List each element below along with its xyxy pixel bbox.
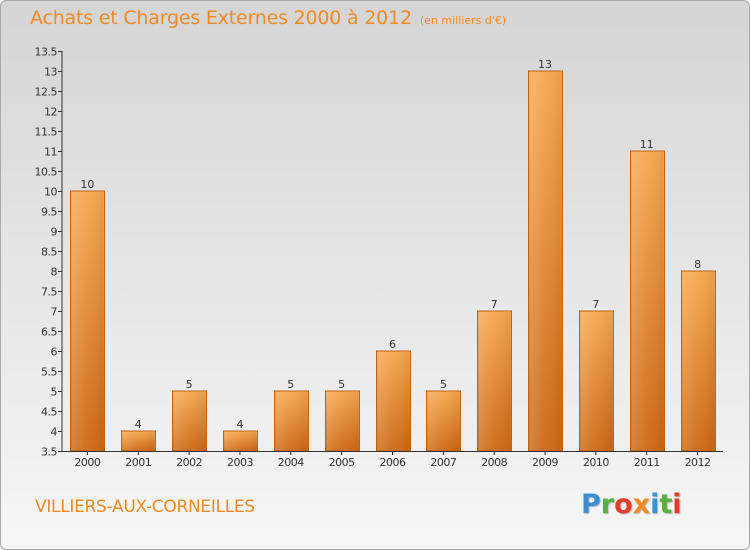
y-tick-label: 13.5 xyxy=(35,46,58,59)
x-tick-label: 2010 xyxy=(583,456,609,469)
y-tick-label: 12 xyxy=(44,106,57,119)
bar-shine xyxy=(580,312,613,450)
bar-shine xyxy=(682,272,715,450)
data-label: 5 xyxy=(338,378,345,391)
x-tick-label: 2005 xyxy=(329,456,355,469)
y-tick-label: 11.5 xyxy=(35,126,58,139)
data-label: 13 xyxy=(538,58,552,71)
y-tick-label: 12.5 xyxy=(35,86,58,99)
y-tick-label: 5 xyxy=(51,386,58,399)
data-label: 10 xyxy=(80,178,94,191)
bar-shine xyxy=(275,392,308,450)
y-tick-label: 11 xyxy=(44,146,57,159)
x-tick-label: 2002 xyxy=(176,456,202,469)
x-tick-label: 2007 xyxy=(430,456,456,469)
y-tick-label: 9 xyxy=(51,226,58,239)
y-axis: 3.5 4 4.5 5 5.5 6 6.5 7 7.5 8 8.5 9 9.5 10 10.5 11 11.5 1… xyxy=(35,46,63,459)
data-label: 6 xyxy=(389,338,396,351)
data-label: 5 xyxy=(440,378,447,391)
data-label: 7 xyxy=(491,298,498,311)
y-tick-label: 6.5 xyxy=(41,326,57,339)
chart-unit: (en milliers d'€) xyxy=(419,14,507,27)
y-tick-label: 10 xyxy=(44,186,57,199)
data-label: 5 xyxy=(186,378,193,391)
logo-letter: r xyxy=(600,489,615,520)
bar-shine xyxy=(529,72,562,450)
chart-title-row: Achats et Charges Externes 2000 à 2012 (e… xyxy=(30,7,506,29)
data-label: 4 xyxy=(236,418,243,431)
x-tick-label: 2000 xyxy=(74,456,100,469)
y-tick-label: 5.5 xyxy=(41,366,57,379)
data-label: 8 xyxy=(694,258,701,271)
bars: 10 4 5 4 5 5 6 5 7 13 7 11 8 xyxy=(70,58,716,452)
y-tick-label: 13 xyxy=(44,66,57,79)
x-tick-label: 2006 xyxy=(380,456,406,469)
x-tick-label: 2009 xyxy=(532,456,558,469)
logo-letter: t xyxy=(659,489,673,520)
logo-letter: i xyxy=(650,489,660,520)
x-tick-label: 2012 xyxy=(685,456,711,469)
data-label: 4 xyxy=(135,418,142,431)
x-axis: 2000 2001 2002 2003 2004 2005 2006 2007 2008 2009… xyxy=(62,451,723,469)
bar-shine xyxy=(631,152,664,450)
data-label: 5 xyxy=(287,378,294,391)
x-tick-label: 2001 xyxy=(125,456,151,469)
x-tick-label: 2003 xyxy=(227,456,253,469)
x-tick-label: 2008 xyxy=(481,456,507,469)
y-tick-label: 8 xyxy=(51,266,58,279)
bar-shine xyxy=(224,432,257,450)
logo-letter: i xyxy=(672,489,682,520)
bar-shine xyxy=(478,312,511,450)
y-tick-label: 3.5 xyxy=(41,446,57,459)
y-tick-label: 4.5 xyxy=(41,406,57,419)
chart-title: Achats et Charges Externes 2000 à 2012 xyxy=(30,7,412,29)
bar-shine xyxy=(71,192,104,450)
data-label: 7 xyxy=(592,298,599,311)
logo-letter: P xyxy=(581,489,601,520)
x-tick-label: 2004 xyxy=(278,456,304,469)
y-tick-label: 10.5 xyxy=(35,166,58,179)
y-tick-label: 7 xyxy=(51,306,58,319)
y-tick-label: 9.5 xyxy=(41,206,57,219)
logo-letter: o xyxy=(614,489,633,520)
bar-shine xyxy=(427,392,460,450)
y-tick-label: 7.5 xyxy=(41,286,57,299)
bar-shine xyxy=(122,432,155,450)
bar-shine xyxy=(173,392,206,450)
y-tick-label: 4 xyxy=(51,426,58,439)
y-tick-label: 6 xyxy=(51,346,58,359)
bar-shine xyxy=(377,352,410,450)
y-tick-label: 8.5 xyxy=(41,246,57,259)
x-tick-label: 2011 xyxy=(634,456,660,469)
logo-letter: x xyxy=(632,489,651,520)
proxiti-logo: Proxiti xyxy=(581,489,682,520)
bar-shine xyxy=(326,392,359,450)
commune-name: VILLIERS-AUX-CORNEILLES xyxy=(35,497,255,517)
data-label: 11 xyxy=(640,138,654,151)
